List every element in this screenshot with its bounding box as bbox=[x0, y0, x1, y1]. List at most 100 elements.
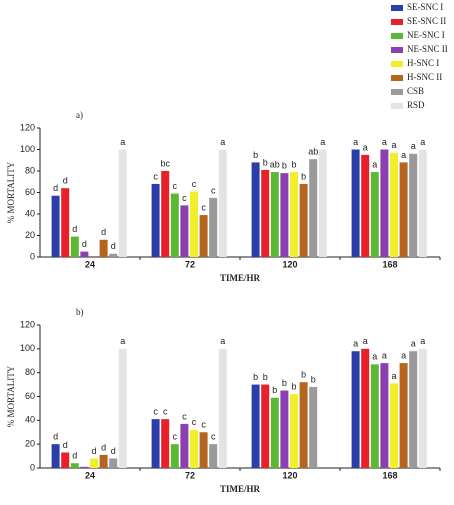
bar bbox=[380, 149, 389, 257]
y-tick-label: 40 bbox=[25, 415, 35, 425]
significance-letter: a bbox=[420, 336, 425, 346]
significance-letter: b bbox=[282, 161, 287, 171]
bar bbox=[80, 466, 89, 468]
panel-label: b) bbox=[76, 307, 84, 317]
significance-letter: c bbox=[153, 407, 158, 417]
bar bbox=[218, 348, 227, 468]
bar bbox=[399, 363, 408, 468]
significance-letter: c bbox=[211, 432, 216, 442]
bar bbox=[299, 183, 308, 257]
significance-letter: d bbox=[63, 440, 68, 450]
significance-letter: d bbox=[72, 451, 77, 461]
bar bbox=[70, 463, 79, 468]
x-tick-label: 120 bbox=[282, 470, 297, 480]
y-tick-label: 100 bbox=[20, 343, 35, 353]
bar bbox=[361, 348, 370, 468]
significance-letter: bc bbox=[160, 158, 170, 168]
significance-letter: b bbox=[282, 378, 287, 388]
significance-letter: a bbox=[120, 336, 125, 346]
x-axis-title: TIME/HR bbox=[220, 273, 261, 283]
legend-swatch bbox=[391, 19, 403, 25]
bar bbox=[118, 149, 127, 257]
significance-letter: a bbox=[411, 339, 416, 349]
significance-letter: c bbox=[201, 420, 206, 430]
significance-letter: a bbox=[120, 137, 125, 147]
significance-letter: d bbox=[82, 239, 87, 249]
bar bbox=[190, 191, 198, 257]
significance-letter: a bbox=[420, 137, 425, 147]
significance-letter: b bbox=[272, 385, 277, 395]
significance-letter: a bbox=[220, 336, 225, 346]
legend-label: NE-SNC I bbox=[407, 30, 445, 40]
y-axis-title: % MORTALITY bbox=[6, 161, 16, 223]
bar bbox=[309, 159, 318, 257]
x-tick-label: 120 bbox=[282, 259, 297, 269]
bar bbox=[390, 383, 398, 468]
significance-letter: a bbox=[411, 141, 416, 151]
y-tick-label: 20 bbox=[25, 230, 35, 240]
y-tick-label: 120 bbox=[20, 122, 35, 132]
significance-letter: c bbox=[211, 185, 216, 195]
bar bbox=[209, 444, 218, 468]
y-tick-label: 60 bbox=[25, 187, 35, 197]
significance-letter: d bbox=[101, 227, 106, 237]
legend-label: RSD bbox=[407, 100, 425, 110]
legend-swatch bbox=[391, 89, 403, 95]
significance-letter: d bbox=[53, 432, 58, 442]
y-tick-label: 80 bbox=[25, 165, 35, 175]
significance-letter: a bbox=[372, 159, 377, 169]
bar bbox=[190, 429, 198, 468]
bar bbox=[80, 251, 89, 257]
bar bbox=[409, 153, 418, 257]
significance-letter: a bbox=[220, 137, 225, 147]
x-tick-label: 72 bbox=[185, 470, 195, 480]
significance-letter: b bbox=[301, 370, 306, 380]
y-axis-title: % MORTALITY bbox=[6, 365, 16, 427]
bar bbox=[118, 348, 127, 468]
significance-letter: d bbox=[111, 241, 116, 251]
significance-letter: a bbox=[401, 351, 406, 361]
significance-letter: a bbox=[382, 351, 387, 361]
bar bbox=[280, 173, 289, 257]
x-tick-label: 168 bbox=[382, 470, 397, 480]
legend-label: CSB bbox=[407, 86, 424, 96]
bar bbox=[409, 351, 418, 468]
significance-letter: c bbox=[182, 193, 187, 203]
significance-letter: c bbox=[173, 432, 178, 442]
y-tick-label: 0 bbox=[30, 251, 35, 261]
bar bbox=[161, 171, 170, 257]
y-tick-label: 120 bbox=[20, 319, 35, 329]
panel-label: a) bbox=[76, 110, 83, 120]
legend-swatch bbox=[391, 103, 403, 109]
legend-swatch bbox=[391, 33, 403, 39]
bar bbox=[170, 193, 179, 257]
significance-letter: c bbox=[182, 411, 187, 421]
significance-letter: a bbox=[320, 137, 325, 147]
x-tick-label: 168 bbox=[382, 259, 397, 269]
significance-letter: c bbox=[192, 417, 197, 427]
legend-swatch bbox=[391, 61, 403, 67]
bar bbox=[251, 162, 260, 257]
bar bbox=[270, 397, 279, 468]
bar bbox=[270, 172, 279, 257]
bar bbox=[280, 390, 289, 468]
bar bbox=[51, 444, 60, 468]
bar bbox=[209, 197, 218, 257]
bar bbox=[61, 188, 70, 257]
bar bbox=[199, 432, 208, 468]
significance-letter: b bbox=[301, 171, 306, 181]
significance-letter: d bbox=[63, 176, 68, 186]
bar bbox=[170, 444, 179, 468]
significance-letter: a bbox=[391, 140, 396, 150]
bar bbox=[399, 162, 408, 257]
bar bbox=[99, 239, 108, 257]
bar bbox=[99, 454, 108, 468]
bar bbox=[151, 183, 160, 257]
legend-label: SE-SNC I bbox=[407, 2, 443, 12]
significance-letter: c bbox=[192, 179, 197, 189]
significance-letter: c bbox=[173, 181, 178, 191]
significance-letter: a bbox=[401, 150, 406, 160]
significance-letter: b bbox=[253, 150, 258, 160]
bar bbox=[180, 205, 189, 257]
significance-letter: c bbox=[201, 202, 206, 212]
